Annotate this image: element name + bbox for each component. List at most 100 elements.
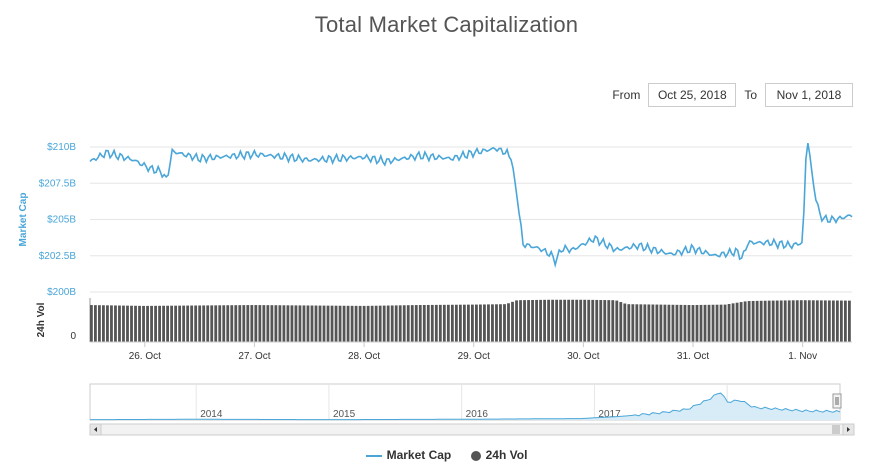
volume-bar bbox=[306, 305, 310, 342]
volume-bar bbox=[294, 305, 298, 342]
volume-bar bbox=[607, 300, 611, 342]
volume-bar bbox=[458, 304, 462, 342]
volume-bar bbox=[847, 300, 851, 342]
volume-bar bbox=[166, 305, 170, 342]
volume-bar bbox=[218, 305, 222, 342]
volume-bar bbox=[234, 305, 238, 342]
volume-bar bbox=[491, 304, 494, 342]
volume-bar bbox=[110, 305, 113, 342]
scrollbar-thumb[interactable] bbox=[832, 425, 840, 434]
from-date-input[interactable]: Oct 25, 2018 bbox=[648, 83, 737, 107]
date-range-selector: From Oct 25, 2018 To Nov 1, 2018 bbox=[604, 83, 853, 107]
x-tick-label: 29. Oct bbox=[458, 351, 490, 362]
volume-bar bbox=[487, 304, 490, 342]
volume-bar bbox=[659, 304, 663, 342]
volume-bar bbox=[615, 300, 619, 342]
volume-bar bbox=[727, 304, 731, 342]
volume-bar bbox=[827, 300, 831, 342]
volume-bar bbox=[627, 304, 631, 342]
volume-bar bbox=[679, 304, 683, 342]
volume-bar bbox=[182, 305, 186, 342]
x-tick-label: 31. Oct bbox=[677, 351, 709, 362]
volume-bar bbox=[495, 304, 498, 342]
volume-tick-label: 0 bbox=[70, 331, 76, 342]
volume-bar bbox=[767, 300, 771, 342]
legend-market-cap[interactable]: Market Cap bbox=[365, 448, 451, 462]
volume-bar bbox=[515, 300, 518, 342]
volume-bar bbox=[146, 305, 149, 342]
volume-bar bbox=[811, 300, 815, 342]
volume-bar bbox=[230, 305, 234, 342]
x-tick-label: 27. Oct bbox=[238, 351, 270, 362]
volume-bar bbox=[527, 300, 530, 342]
volume-bar bbox=[394, 305, 398, 342]
volume-bar bbox=[242, 305, 246, 342]
volume-bar bbox=[823, 300, 827, 342]
volume-bar bbox=[346, 305, 350, 342]
volume-bar bbox=[535, 299, 538, 342]
volume-bar bbox=[787, 300, 791, 342]
volume-bar bbox=[186, 305, 190, 342]
volume-bar bbox=[398, 305, 402, 342]
volume-bar bbox=[611, 300, 615, 342]
market-cap-line bbox=[89, 142, 853, 269]
volume-bar bbox=[539, 299, 542, 342]
volume-bar bbox=[210, 305, 214, 342]
volume-bar bbox=[326, 305, 330, 342]
volume-bar bbox=[635, 304, 639, 342]
volume-bar bbox=[739, 302, 743, 342]
volume-bar bbox=[803, 300, 807, 342]
volume-bar bbox=[671, 304, 675, 342]
volume-bar bbox=[462, 304, 466, 342]
volume-bar bbox=[575, 299, 579, 342]
volume-bars bbox=[90, 299, 851, 342]
volume-bar bbox=[595, 299, 599, 342]
volume-bar bbox=[499, 304, 502, 342]
volume-bar bbox=[174, 305, 178, 342]
volume-bar bbox=[835, 300, 839, 342]
volume-bar bbox=[122, 305, 125, 342]
volume-bar bbox=[438, 304, 442, 342]
volume-bar bbox=[707, 304, 711, 342]
volume-bar bbox=[631, 304, 635, 342]
volume-bar bbox=[290, 305, 294, 342]
volume-bar bbox=[791, 300, 795, 342]
volume-bar bbox=[475, 304, 478, 342]
volume-bar bbox=[687, 304, 691, 342]
volume-bar bbox=[775, 300, 779, 342]
volume-bar bbox=[422, 304, 426, 342]
volume-bar bbox=[378, 305, 382, 342]
volume-bar bbox=[202, 305, 206, 342]
volume-bar bbox=[567, 299, 571, 342]
volume-bar bbox=[142, 305, 145, 342]
volume-bar bbox=[691, 305, 695, 342]
volume-bar bbox=[807, 300, 811, 342]
x-tick-label: 28. Oct bbox=[348, 351, 380, 362]
volume-bar bbox=[102, 305, 105, 342]
volume-bar bbox=[222, 305, 226, 342]
volume-bar bbox=[751, 300, 755, 342]
volume-bar bbox=[442, 304, 446, 342]
volume-bar bbox=[410, 305, 414, 342]
to-label: To bbox=[744, 88, 757, 102]
volume-bar bbox=[563, 299, 567, 342]
volume-bar bbox=[374, 305, 378, 342]
volume-bar bbox=[206, 305, 210, 342]
volume-bar bbox=[450, 304, 454, 342]
volume-bar bbox=[314, 305, 318, 342]
volume-bar bbox=[559, 299, 563, 342]
volume-bar bbox=[282, 305, 286, 342]
volume-bar bbox=[278, 305, 282, 342]
legend-volume[interactable]: 24h Vol bbox=[470, 448, 527, 462]
x-tick-label: 30. Oct bbox=[567, 351, 599, 362]
volume-bar bbox=[743, 301, 747, 342]
volume-bar bbox=[771, 300, 775, 342]
volume-bar bbox=[454, 304, 458, 342]
chevron-right-icon bbox=[847, 427, 850, 432]
volume-bar bbox=[471, 304, 474, 342]
chevron-left-icon bbox=[94, 427, 97, 432]
volume-axis-title: 24h Vol bbox=[36, 302, 47, 337]
to-date-input[interactable]: Nov 1, 2018 bbox=[765, 83, 853, 107]
legend-dot-icon bbox=[470, 450, 481, 461]
volume-bar bbox=[619, 302, 623, 342]
